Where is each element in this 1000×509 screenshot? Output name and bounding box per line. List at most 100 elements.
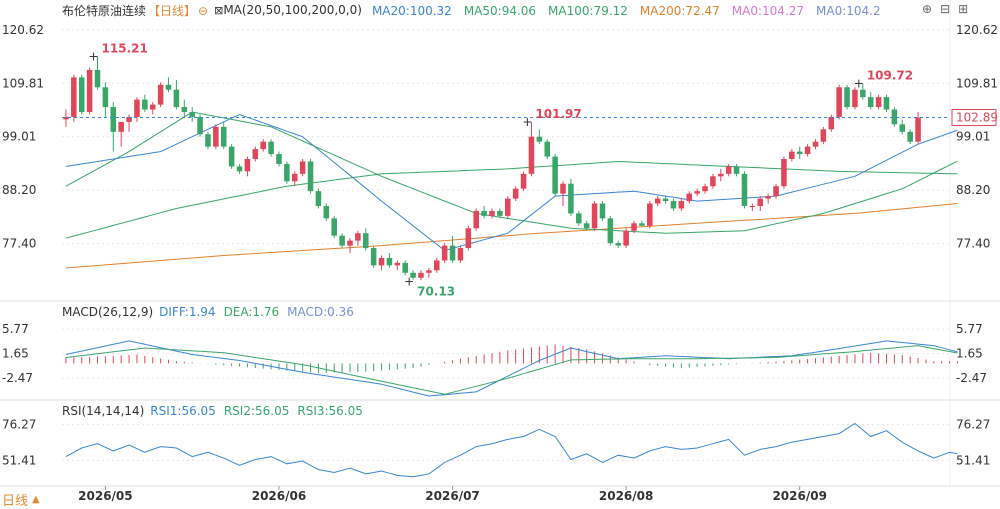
- candle-body: [189, 112, 195, 117]
- macd-legend: MACD(26,12,9) DIFF:1.94 DEA:1.76 MACD:0.36: [62, 305, 354, 319]
- candle-body: [670, 201, 677, 209]
- candle-body: [828, 116, 835, 130]
- candle-body: [505, 198, 511, 216]
- candle-body: [867, 97, 874, 108]
- candle-body: [528, 136, 535, 174]
- candle-body: [315, 191, 322, 206]
- rsi-params: RSI(14,14,14): [62, 404, 145, 418]
- candle-body: [520, 173, 527, 189]
- candle-body: [410, 272, 416, 278]
- price-tick-left: 120.62: [2, 23, 44, 37]
- ma-params: ⊠MA(20,50,100,200,0,0): [214, 3, 362, 18]
- candle-body: [623, 230, 629, 246]
- period-label[interactable]: 【日线】: [148, 3, 197, 18]
- candle-body: [749, 206, 756, 207]
- candle-body: [213, 126, 219, 147]
- ma50-line: [65, 111, 958, 234]
- candle-body: [394, 262, 401, 266]
- candle-body: [789, 151, 795, 159]
- candle-body: [686, 193, 693, 202]
- symbol-name: 布伦特原油连续: [62, 3, 147, 18]
- price-tick-right: 88.20: [956, 183, 990, 197]
- candle-body: [110, 107, 117, 132]
- price-tick-left: 109.81: [2, 76, 44, 90]
- candle-body: [465, 228, 472, 249]
- search-icon[interactable]: ⊕: [922, 2, 933, 16]
- candle-body: [678, 201, 685, 209]
- price-tick-right: 99.01: [956, 130, 990, 144]
- candle-body: [591, 203, 598, 229]
- extreme-marker: +: [854, 77, 864, 91]
- candle-body: [157, 84, 164, 105]
- minimize-icon[interactable]: ⊟: [940, 2, 951, 16]
- candle-body: [355, 233, 361, 241]
- macd-value-0: DIFF:1.94: [159, 305, 216, 319]
- candle-body: [544, 141, 550, 157]
- ma-value-4: MA0:104.27: [731, 3, 805, 18]
- candle-body: [134, 99, 140, 117]
- maximize-icon[interactable]: ⊞: [958, 2, 969, 16]
- candle-body: [260, 141, 266, 150]
- candle-body: [741, 173, 748, 206]
- candle-body: [284, 163, 290, 182]
- candle-body: [497, 210, 503, 216]
- candle-body: [347, 240, 353, 246]
- candle-body: [228, 146, 235, 167]
- price-tick-right: 77.40: [956, 237, 990, 251]
- candle-body: [512, 188, 519, 199]
- candle-body: [339, 235, 345, 246]
- current-price-box: [951, 108, 997, 126]
- extreme-marker: +: [88, 50, 98, 64]
- ma-value-0: MA20:100.32: [371, 3, 452, 18]
- candle-body: [299, 161, 306, 174]
- candle-body: [804, 146, 811, 155]
- candle-body: [812, 141, 819, 147]
- candle-body: [773, 186, 779, 197]
- candle-body: [78, 77, 85, 112]
- candle-body: [378, 257, 385, 266]
- price-tick-left: 77.40: [2, 237, 36, 251]
- macd-tick-right: -2.47: [956, 371, 987, 385]
- rsi-line: [65, 422, 958, 478]
- candle-body: [86, 69, 93, 112]
- candle-body: [181, 107, 188, 112]
- period-tab[interactable]: 日线 ▲: [2, 490, 40, 509]
- candle-body: [907, 131, 913, 142]
- price-tick-left: 88.20: [2, 183, 36, 197]
- candle-body: [654, 198, 661, 204]
- settings-icon[interactable]: ⊖: [198, 3, 209, 18]
- candle-body: [796, 151, 803, 155]
- x-tick-label: 2026/05: [78, 489, 132, 503]
- candle-body: [323, 206, 330, 219]
- candle-body: [165, 84, 172, 90]
- candle-body: [568, 183, 574, 214]
- ma-value-1: MA50:94.06: [463, 3, 537, 18]
- candle-body: [149, 104, 156, 110]
- low-annotation: 70.13: [417, 285, 455, 299]
- candle-body: [63, 116, 69, 120]
- candle-body: [457, 248, 464, 261]
- rsi-tick-right: 51.41: [956, 453, 990, 467]
- candle-body: [662, 198, 669, 202]
- candle-body: [733, 166, 740, 174]
- period-tab-label: 日线: [2, 494, 29, 509]
- candle-body: [583, 223, 590, 229]
- toolbar-icons: ⊕ ⊟ ⊞: [922, 2, 968, 16]
- candle-body: [860, 89, 866, 98]
- ma-value-3: MA200:72.47: [639, 3, 720, 18]
- x-tick-label: 2026/09: [772, 489, 826, 503]
- macd-values: DIFF:1.94 DEA:1.76 MACD:0.36: [159, 305, 354, 319]
- candle-body: [836, 87, 842, 117]
- extreme-marker: +: [522, 115, 532, 129]
- candle-body: [639, 223, 645, 226]
- candle-body: [607, 218, 614, 244]
- rsi-value-2: RSI3:56.05: [297, 404, 363, 418]
- candle-body: [473, 210, 479, 229]
- candle-body: [426, 270, 432, 273]
- candle-body: [449, 245, 456, 261]
- candle-body: [118, 121, 124, 132]
- candle-body: [173, 89, 180, 108]
- diff-line: [65, 340, 958, 397]
